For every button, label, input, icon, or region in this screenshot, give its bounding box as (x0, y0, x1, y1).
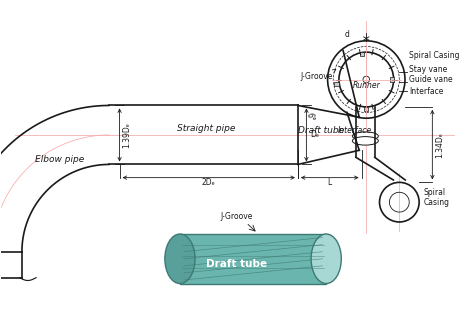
Text: Interface: Interface (409, 87, 443, 96)
Ellipse shape (352, 137, 378, 145)
Text: J-Groove: J-Groove (220, 212, 253, 221)
Text: 2Dₑ: 2Dₑ (202, 178, 216, 187)
Text: Elbow pipe: Elbow pipe (35, 155, 84, 164)
Text: 6°: 6° (305, 111, 315, 122)
Ellipse shape (311, 234, 341, 284)
Text: Draft tube: Draft tube (206, 259, 267, 268)
Text: d: d (345, 29, 350, 38)
Bar (390, 78, 394, 82)
Text: Interface: Interface (338, 126, 372, 135)
Bar (335, 82, 339, 86)
Circle shape (363, 76, 370, 83)
Ellipse shape (165, 234, 195, 284)
Ellipse shape (352, 132, 378, 140)
Text: J-Groove: J-Groove (300, 69, 336, 81)
Text: Dₑ: Dₑ (310, 131, 319, 140)
Text: 1.34Dₑ: 1.34Dₑ (435, 132, 444, 157)
Text: Spiral
Casing: Spiral Casing (424, 188, 450, 207)
Bar (360, 52, 364, 56)
Text: L: L (328, 178, 332, 187)
Text: 1.39Dₑ: 1.39Dₑ (122, 122, 131, 148)
Text: Stay vane: Stay vane (409, 65, 447, 74)
Bar (180, 234, 326, 284)
Text: Spiral Casing: Spiral Casing (409, 51, 459, 60)
Text: Draft tube: Draft tube (299, 126, 345, 135)
Text: Guide vane: Guide vane (409, 75, 452, 84)
Text: Runner: Runner (353, 81, 380, 90)
Text: Straight pipe: Straight pipe (177, 124, 235, 133)
Bar (364, 107, 368, 111)
